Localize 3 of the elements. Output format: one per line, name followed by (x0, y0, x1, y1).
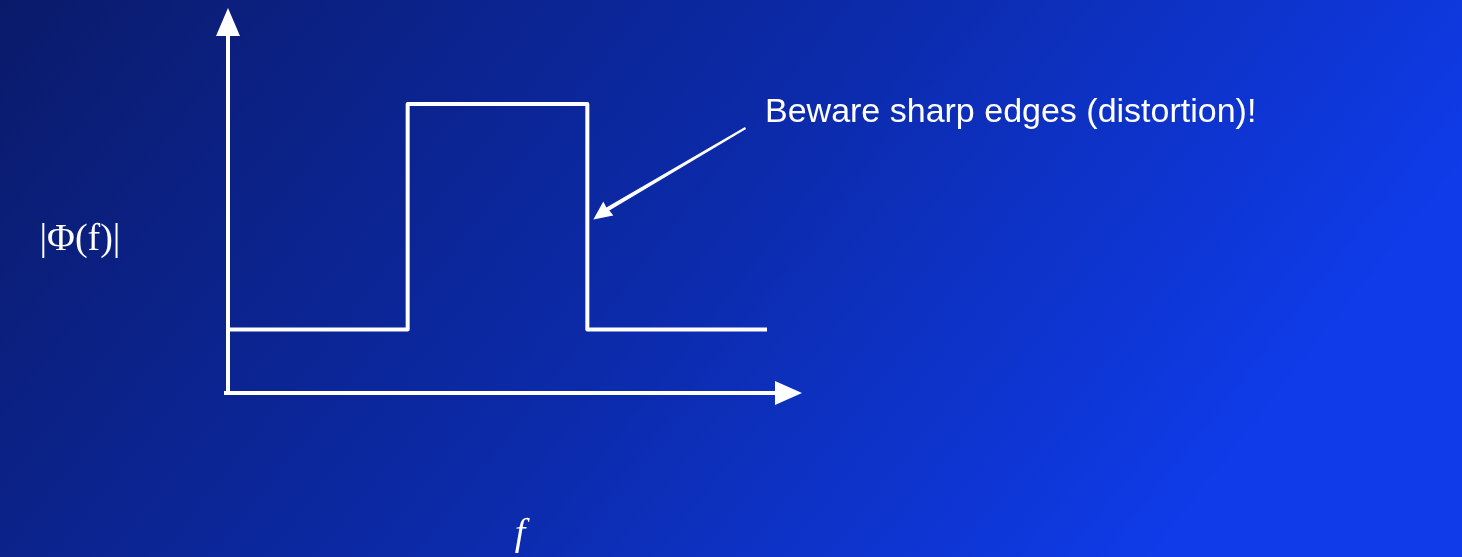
y-axis-title: |Φ(f)| (39, 216, 121, 259)
x-axis-title: f (514, 511, 530, 553)
annotation: Beware sharp edges (distortion)! (765, 91, 1257, 129)
